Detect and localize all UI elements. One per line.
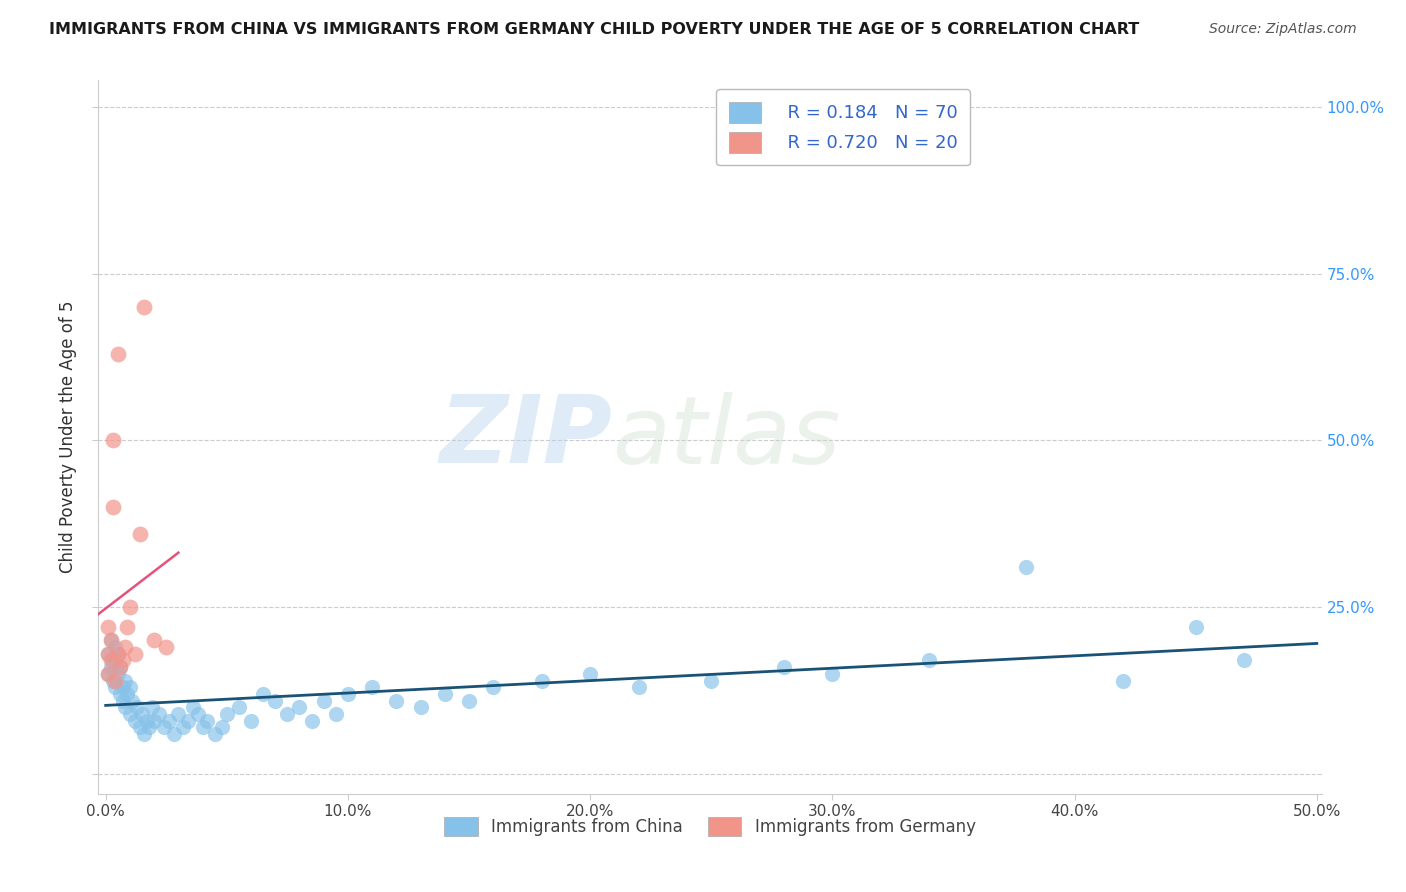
Point [143, 633, 166, 648]
Point [276, 706, 298, 721]
Point [101, 434, 124, 448]
Point [157, 714, 180, 728]
Point [124, 647, 146, 661]
Point [101, 673, 124, 688]
Point [312, 693, 335, 707]
Point [172, 720, 194, 734]
Point [118, 706, 141, 721]
Point [97, 647, 120, 661]
Point [118, 600, 141, 615]
Legend: Immigrants from China, Immigrants from Germany: Immigrants from China, Immigrants from G… [434, 807, 986, 847]
Point [121, 693, 143, 707]
Point [135, 714, 157, 728]
Point [409, 700, 432, 714]
Point [97, 666, 120, 681]
Point [143, 714, 166, 728]
Point [197, 714, 219, 728]
Point [117, 620, 139, 634]
Point [1184, 620, 1206, 634]
Point [288, 700, 311, 714]
Point [97, 666, 120, 681]
Point [114, 640, 136, 655]
Point [124, 714, 146, 728]
Point [336, 687, 359, 701]
Point [111, 693, 134, 707]
Point [177, 714, 200, 728]
Point [215, 706, 238, 721]
Point [301, 714, 323, 728]
Point [104, 673, 127, 688]
Point [100, 660, 122, 674]
Point [100, 633, 122, 648]
Point [918, 653, 941, 667]
Point [264, 693, 287, 707]
Point [252, 687, 274, 701]
Point [240, 714, 263, 728]
Point [101, 500, 124, 515]
Point [107, 347, 129, 361]
Point [1233, 653, 1256, 667]
Point [111, 653, 134, 667]
Point [153, 720, 176, 734]
Point [104, 680, 127, 694]
Point [187, 706, 209, 721]
Point [111, 680, 134, 694]
Point [97, 647, 120, 661]
Point [148, 706, 170, 721]
Point [118, 680, 141, 694]
Point [131, 706, 153, 721]
Point [458, 693, 481, 707]
Point [1015, 560, 1038, 574]
Point [110, 687, 132, 701]
Point [325, 706, 347, 721]
Text: ZIP: ZIP [439, 391, 612, 483]
Point [211, 720, 233, 734]
Point [128, 526, 150, 541]
Point [117, 687, 139, 701]
Point [127, 700, 149, 714]
Point [167, 706, 190, 721]
Point [138, 720, 160, 734]
Point [579, 666, 602, 681]
Point [773, 660, 796, 674]
Point [385, 693, 408, 707]
Point [155, 640, 177, 655]
Point [100, 633, 122, 648]
Point [128, 720, 150, 734]
Point [110, 660, 132, 674]
Point [361, 680, 384, 694]
Point [181, 700, 204, 714]
Point [100, 653, 122, 667]
Point [141, 700, 163, 714]
Text: atlas: atlas [612, 392, 841, 483]
Point [107, 647, 129, 661]
Point [821, 666, 844, 681]
Text: IMMIGRANTS FROM CHINA VS IMMIGRANTS FROM GERMANY CHILD POVERTY UNDER THE AGE OF : IMMIGRANTS FROM CHINA VS IMMIGRANTS FROM… [49, 22, 1139, 37]
Point [114, 700, 136, 714]
Point [110, 660, 132, 674]
Point [104, 640, 127, 655]
Point [107, 647, 129, 661]
Point [134, 727, 156, 741]
Point [627, 680, 650, 694]
Point [114, 673, 136, 688]
Point [228, 700, 250, 714]
Point [97, 620, 120, 634]
Point [191, 720, 214, 734]
Point [1112, 673, 1135, 688]
Point [433, 687, 456, 701]
Point [134, 300, 156, 314]
Point [530, 673, 553, 688]
Y-axis label: Child Poverty Under the Age of 5: Child Poverty Under the Age of 5 [59, 301, 77, 574]
Point [162, 727, 184, 741]
Point [101, 653, 124, 667]
Point [107, 666, 129, 681]
Point [482, 680, 505, 694]
Text: Source: ZipAtlas.com: Source: ZipAtlas.com [1209, 22, 1357, 37]
Point [700, 673, 723, 688]
Point [204, 727, 226, 741]
